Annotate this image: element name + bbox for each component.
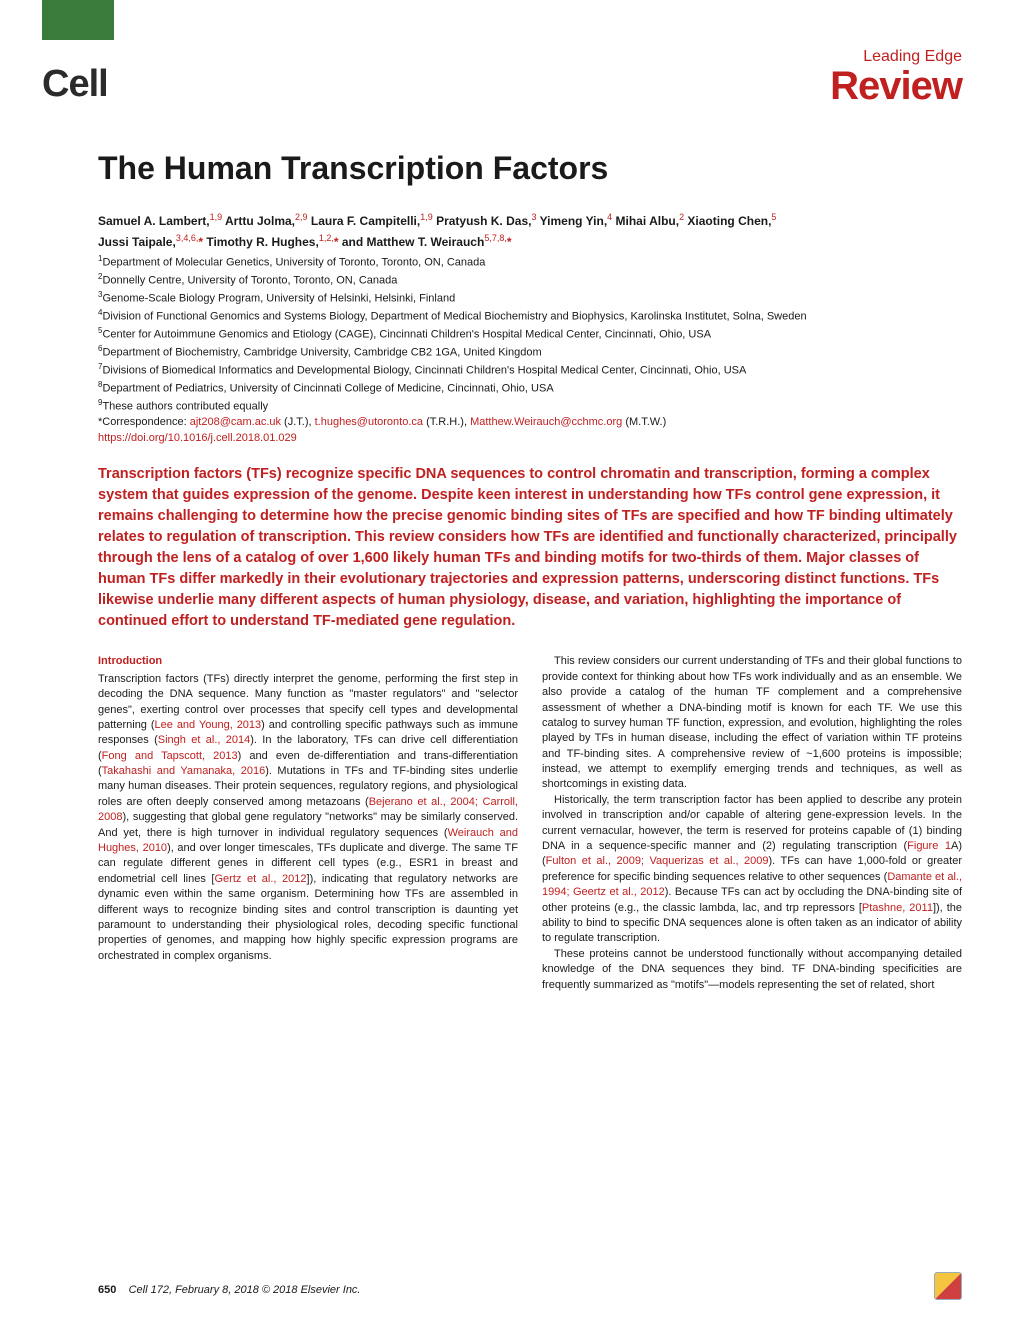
affiliation-item: 1Department of Molecular Genetics, Unive… — [98, 253, 962, 271]
header-row: Cell Leading Edge Review — [42, 48, 962, 106]
content-area: The Human Transcription Factors Samuel A… — [98, 150, 962, 993]
crossmark-icon[interactable] — [934, 1272, 962, 1300]
affiliation-item: 4Division of Functional Genomics and Sys… — [98, 307, 962, 325]
footer-citation: Cell 172, February 8, 2018 © 2018 Elsevi… — [129, 1284, 361, 1296]
section-label: Review — [830, 66, 962, 106]
journal-logo: Cell — [42, 63, 108, 106]
affiliation-item: 3Genome-Scale Biology Program, Universit… — [98, 289, 962, 307]
affiliations-block: 1Department of Molecular Genetics, Unive… — [98, 253, 962, 446]
page-footer: 650 Cell 172, February 8, 2018 © 2018 El… — [98, 1284, 361, 1296]
author-list-line2: Jussi Taipale,3,4,6,* Timothy R. Hughes,… — [98, 232, 962, 251]
page-number: 650 — [98, 1284, 116, 1296]
page-container: Cell Leading Edge Review The Human Trans… — [0, 0, 1020, 1324]
body-columns: Introduction Transcription factors (TFs)… — [98, 654, 962, 993]
affiliation-item: 9These authors contributed equally — [98, 397, 962, 415]
affiliation-item: 2Donnelly Centre, University of Toronto,… — [98, 271, 962, 289]
affiliation-item: 5Center for Autoimmune Genomics and Etio… — [98, 325, 962, 343]
correspondence-line: *Correspondence: ajt208@cam.ac.uk (J.T.)… — [98, 415, 962, 430]
affiliation-item: 8Department of Pediatrics, University of… — [98, 379, 962, 397]
body-para-2: This review considers our current unders… — [542, 654, 962, 793]
header-right: Leading Edge Review — [830, 48, 962, 106]
affiliation-item: 6Department of Biochemistry, Cambridge U… — [98, 343, 962, 361]
brand-bar — [42, 0, 114, 40]
abstract-text: Transcription factors (TFs) recognize sp… — [98, 464, 962, 632]
article-title: The Human Transcription Factors — [98, 150, 962, 187]
intro-heading: Introduction — [98, 654, 518, 669]
author-list-line1: Samuel A. Lambert,1,9 Arttu Jolma,2,9 La… — [98, 211, 962, 230]
body-para-3: Historically, the term transcription fac… — [542, 793, 962, 947]
body-para-4: These proteins cannot be understood func… — [542, 947, 962, 993]
affiliation-item: 7Divisions of Biomedical Informatics and… — [98, 361, 962, 379]
doi-link[interactable]: https://doi.org/10.1016/j.cell.2018.01.0… — [98, 431, 962, 446]
body-para-1: Transcription factors (TFs) directly int… — [98, 672, 518, 964]
